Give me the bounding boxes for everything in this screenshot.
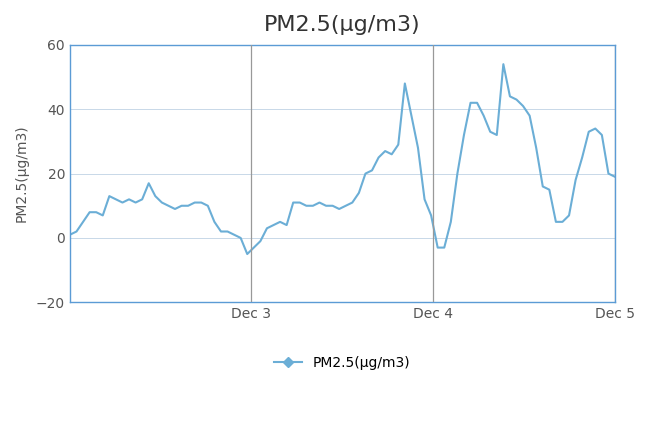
- Title: PM2.5(μg/m3): PM2.5(μg/m3): [264, 15, 421, 35]
- Y-axis label: PM2.5(μg/m3): PM2.5(μg/m3): [15, 125, 29, 223]
- Legend: PM2.5(μg/m3): PM2.5(μg/m3): [268, 350, 416, 375]
